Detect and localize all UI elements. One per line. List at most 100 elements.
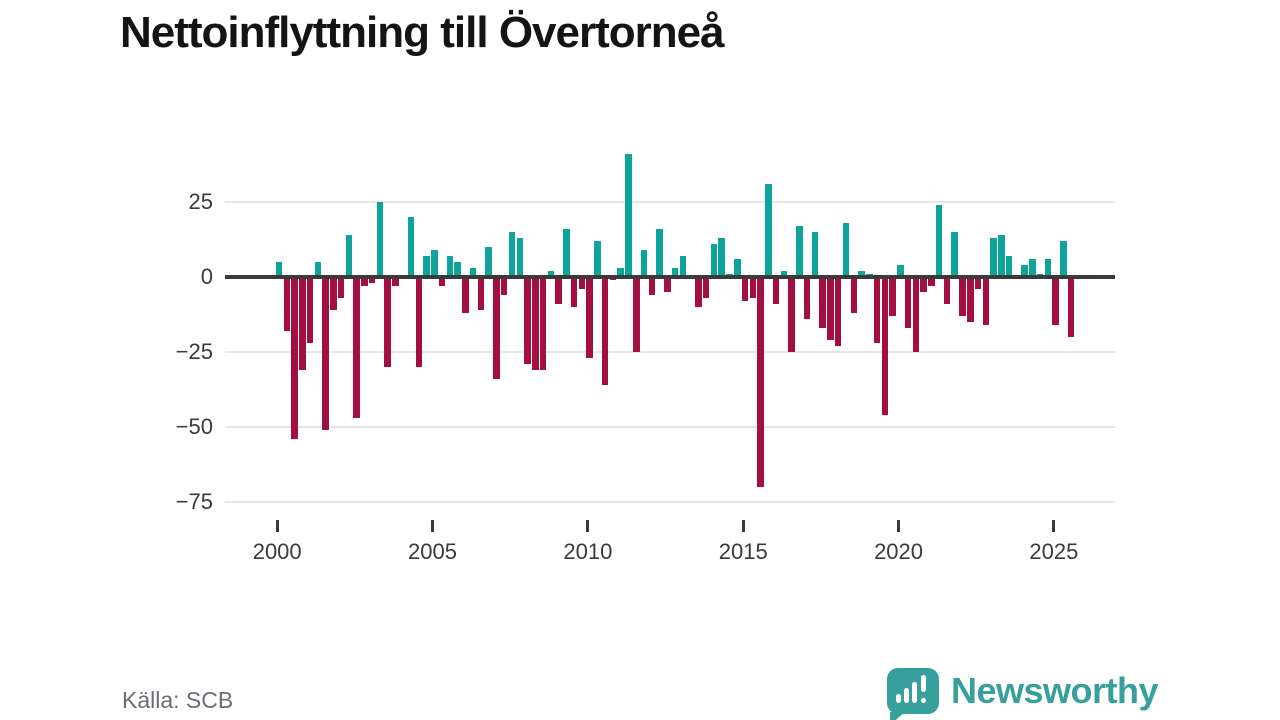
bar [803,277,811,319]
bar [819,277,826,328]
bar [710,244,718,277]
bar [1052,277,1059,325]
logo-bar-icon [903,688,909,703]
bar [563,229,570,277]
bar [555,277,562,304]
bar [943,277,951,304]
bar [578,277,586,289]
y-axis-tick-label: −50 [175,414,213,439]
bar [392,277,399,286]
gridline [225,501,1115,503]
bar [671,268,679,277]
bar [998,235,1005,277]
logo-bar-icon [895,694,901,703]
bar [842,223,850,277]
bar [532,277,539,370]
page-title: Nettoinflyttning till Övertorneå [120,8,725,57]
bar [702,277,710,298]
bar [322,277,329,430]
bar [446,256,454,277]
gridline [225,351,1115,353]
bar [811,232,819,277]
x-axis-tick [741,520,745,532]
bar [462,277,469,313]
speech-bubble-tail-icon [889,712,905,720]
bar [664,277,671,292]
bar [967,277,974,322]
bar [741,277,749,301]
bar [361,277,368,286]
bar [959,277,966,316]
bar [765,184,772,277]
gridline [225,426,1115,428]
bar [640,250,648,277]
x-axis-tick [897,520,901,532]
logo-bar-icon [911,682,917,703]
bar [586,277,593,358]
bar [858,271,865,277]
bar [1029,259,1036,277]
bar [757,277,764,487]
bar [749,277,757,298]
y-axis-tick-label: 0 [200,264,213,289]
bar [570,277,578,307]
newsworthy-wordmark: Newsworthy [950,670,1159,711]
x-axis-tick-label: 2025 [1029,539,1079,564]
bar [384,277,391,367]
bar [633,277,640,352]
bar [982,277,990,325]
x-axis-zero-line [225,275,1115,279]
bar [485,247,492,277]
bar [881,277,889,415]
bar [353,277,360,418]
bar [695,277,702,307]
bar [951,232,958,277]
bar [928,277,935,286]
bar [539,277,547,370]
bar [431,250,438,277]
bar [912,277,920,352]
bar [1060,241,1067,277]
bar [990,238,997,277]
bar [594,241,601,277]
bar [827,277,834,340]
bar [897,265,904,277]
bar [734,259,741,277]
x-axis-tick [586,520,590,532]
bar [679,256,687,277]
bar [508,232,516,277]
x-axis-tick [1052,520,1056,532]
bar [873,277,881,343]
bar [500,277,508,295]
bar [291,277,298,439]
newsworthy-logo-icon [886,668,939,720]
bar [889,277,896,316]
logo-exclamation-dot-icon [920,698,926,703]
bar [407,217,415,277]
bar [438,277,446,286]
bar [1005,256,1013,277]
bar [617,268,624,277]
x-axis-tick-label: 2020 [874,539,924,564]
bar [904,277,912,328]
bar [524,277,531,364]
bar [376,202,384,277]
bar [314,262,322,277]
bar [306,277,314,343]
bar [601,277,609,385]
x-axis-tick-label: 2010 [563,539,613,564]
bar [1044,259,1052,277]
y-axis-tick-label: −25 [175,339,213,364]
bar [780,271,788,277]
x-axis-tick [275,520,279,532]
logo-exclamation-icon [920,675,926,692]
bar [625,154,632,277]
bar [516,238,524,277]
x-axis-tick-label: 2000 [252,539,302,564]
x-axis-tick-label: 2015 [718,539,768,564]
bar [330,277,337,310]
bar [788,277,795,352]
bar [454,262,461,277]
gridline [225,201,1115,203]
